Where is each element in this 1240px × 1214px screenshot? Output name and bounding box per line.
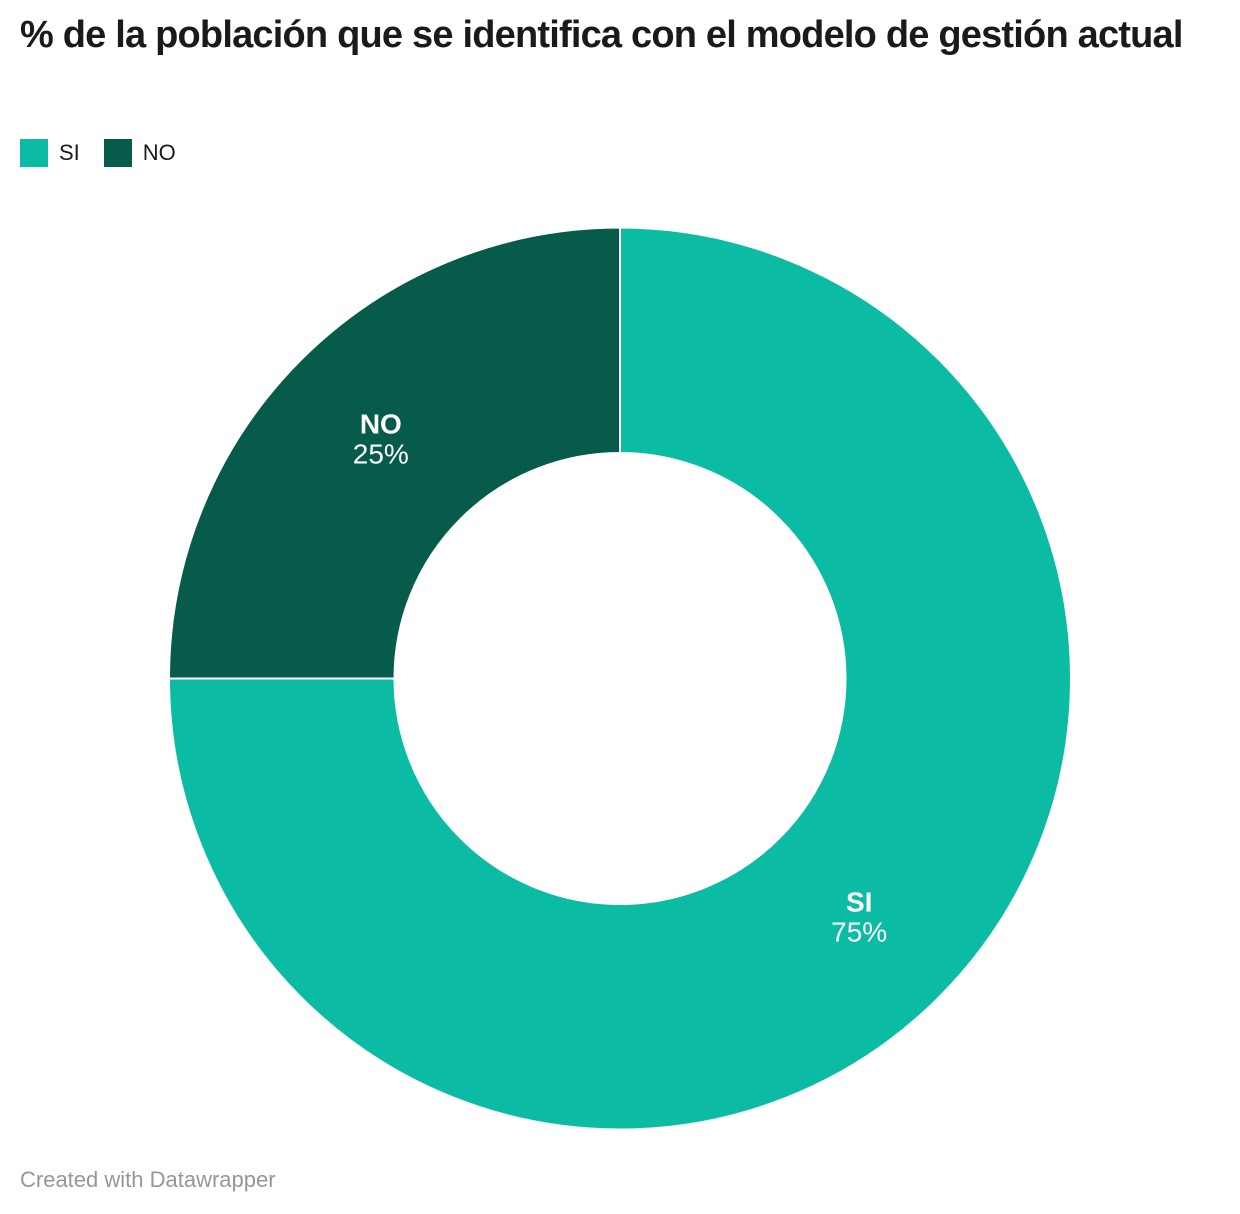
slice-value-si: 75%	[831, 917, 887, 948]
legend-label-no: NO	[142, 140, 176, 165]
legend: SI NO	[20, 139, 200, 167]
legend-swatch-si	[20, 139, 48, 167]
page-title: % de la población que se identifica con …	[20, 14, 1183, 56]
slice-si	[167, 226, 1072, 1131]
legend-swatch-no	[103, 139, 132, 167]
slice-value-no: 25%	[353, 438, 409, 469]
slice-label-no: NO	[360, 408, 402, 439]
legend-label-si: SI	[59, 140, 80, 165]
slice-label-si: SI	[846, 887, 872, 918]
legend-item-si: SI	[20, 139, 80, 167]
slice-no	[167, 226, 621, 680]
legend-item-no: NO	[103, 139, 176, 167]
footer-attribution: Created with Datawrapper	[20, 1167, 276, 1192]
